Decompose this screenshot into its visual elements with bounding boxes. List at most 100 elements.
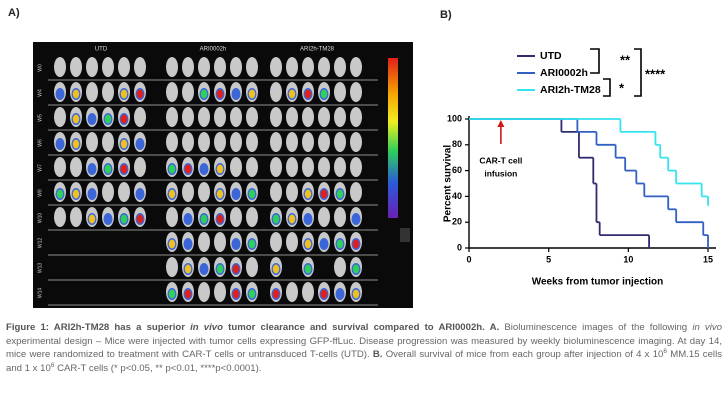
mouse bbox=[270, 132, 282, 152]
signal bbox=[288, 89, 296, 99]
row-label: W14 bbox=[37, 288, 43, 299]
mouse bbox=[270, 57, 282, 77]
row-label: W12 bbox=[37, 238, 43, 249]
mouse bbox=[286, 182, 298, 202]
mouse bbox=[286, 232, 298, 252]
y-tick-label: 40 bbox=[452, 191, 462, 201]
signal bbox=[183, 238, 193, 250]
signal bbox=[200, 89, 208, 99]
signal bbox=[199, 163, 209, 175]
signal bbox=[352, 289, 360, 299]
signal bbox=[104, 114, 112, 124]
signal bbox=[72, 114, 80, 124]
signal bbox=[72, 89, 80, 99]
mouse bbox=[86, 132, 98, 152]
signal bbox=[304, 89, 312, 99]
mouse bbox=[230, 157, 242, 177]
signal bbox=[320, 89, 328, 99]
mouse bbox=[198, 132, 210, 152]
mouse bbox=[318, 207, 330, 227]
signal bbox=[135, 138, 145, 150]
row-label: W7 bbox=[37, 164, 43, 172]
signal bbox=[183, 213, 193, 225]
mouse bbox=[182, 82, 194, 102]
mouse bbox=[286, 107, 298, 127]
signal bbox=[232, 264, 240, 274]
annotation: infusion bbox=[484, 168, 517, 178]
mouse bbox=[230, 132, 242, 152]
mouse bbox=[302, 57, 314, 77]
figure: A) UTD ARI0002h ARI2h-TM28 W0 W4 W5 W6 W7 W8 W10 W… bbox=[8, 7, 716, 308]
mouse bbox=[198, 232, 210, 252]
signal bbox=[168, 189, 176, 199]
mouse bbox=[134, 57, 146, 77]
mouse bbox=[318, 57, 330, 77]
mouse bbox=[246, 107, 258, 127]
caption-text: tumor clearance and survival compared to… bbox=[223, 322, 500, 333]
signal bbox=[288, 214, 296, 224]
scale-legend bbox=[400, 228, 410, 242]
row-label: W13 bbox=[37, 263, 43, 274]
signal bbox=[120, 214, 128, 224]
mouse bbox=[334, 132, 346, 152]
mouse bbox=[198, 57, 210, 77]
mouse bbox=[70, 207, 82, 227]
signal bbox=[184, 164, 192, 174]
arrow-head bbox=[497, 120, 505, 127]
significance: * bbox=[619, 80, 625, 95]
mouse bbox=[302, 157, 314, 177]
caption-text: 6 bbox=[50, 361, 55, 369]
mouse bbox=[302, 107, 314, 127]
mouse bbox=[246, 207, 258, 227]
mice-grid: UTD ARI0002h ARI2h-TM28 W0 W4 W5 W6 W7 W8 W10 W12 W… bbox=[37, 47, 378, 306]
signal bbox=[72, 189, 80, 199]
signal bbox=[248, 239, 256, 249]
mouse bbox=[350, 57, 362, 77]
signal bbox=[184, 264, 192, 274]
mouse bbox=[54, 107, 66, 127]
signal bbox=[136, 89, 144, 99]
mouse bbox=[166, 57, 178, 77]
mouse bbox=[334, 57, 346, 77]
signal bbox=[231, 88, 241, 100]
mouse bbox=[166, 107, 178, 127]
signal bbox=[319, 238, 329, 250]
signal bbox=[304, 189, 312, 199]
caption-text: in vivo bbox=[692, 322, 722, 333]
mouse bbox=[302, 132, 314, 152]
row-label: W5 bbox=[37, 114, 43, 122]
legend-label: UTD bbox=[540, 50, 562, 62]
column-label: ARI0002h bbox=[200, 47, 227, 53]
caption: Figure 1: ARI2h-TM28 has a superior in v… bbox=[6, 321, 722, 375]
mouse bbox=[334, 207, 346, 227]
mouse bbox=[286, 57, 298, 77]
signal bbox=[272, 264, 280, 274]
y-tick-label: 20 bbox=[452, 217, 462, 227]
mouse bbox=[214, 132, 226, 152]
signal bbox=[352, 239, 360, 249]
mouse bbox=[166, 82, 178, 102]
signal bbox=[336, 189, 344, 199]
mouse bbox=[270, 157, 282, 177]
mouse bbox=[230, 207, 242, 227]
signal bbox=[55, 138, 65, 150]
x-tick-label: 5 bbox=[546, 254, 551, 264]
signal bbox=[135, 188, 145, 200]
row-label: W0 bbox=[37, 64, 43, 72]
mouse bbox=[182, 132, 194, 152]
signal bbox=[168, 289, 176, 299]
legend-label: ARI2h-TM28 bbox=[540, 84, 601, 96]
caption-text: CAR-T cells (* p<0.05, ** p<0.01, ****p<… bbox=[54, 362, 262, 374]
mouse bbox=[350, 182, 362, 202]
signal bbox=[248, 189, 256, 199]
mouse bbox=[286, 282, 298, 302]
mouse bbox=[214, 282, 226, 302]
mouse bbox=[182, 182, 194, 202]
mouse bbox=[182, 57, 194, 77]
mouse bbox=[334, 257, 346, 277]
mouse bbox=[214, 232, 226, 252]
mouse bbox=[246, 57, 258, 77]
signal bbox=[216, 89, 224, 99]
signal bbox=[184, 289, 192, 299]
survival-chart: 0 20 40 60 80 100 0 5 10 15 Weeks from tumor injec… bbox=[443, 50, 716, 288]
